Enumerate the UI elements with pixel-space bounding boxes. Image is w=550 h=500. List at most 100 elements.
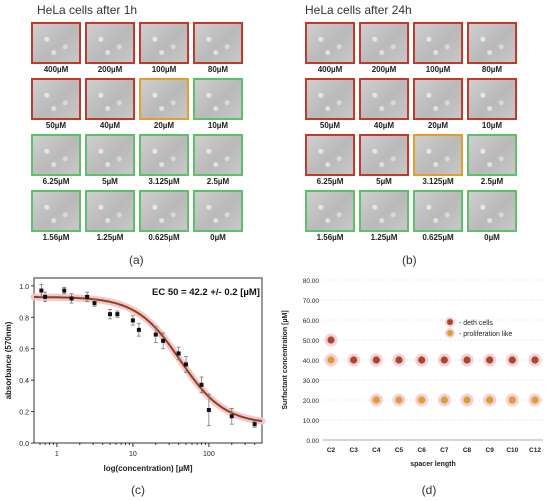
data-point xyxy=(85,294,90,299)
concentration-caption: 6.25µM xyxy=(42,177,70,186)
micrograph-image xyxy=(139,78,189,120)
micrograph-image xyxy=(467,22,517,64)
micrograph-image xyxy=(413,134,463,176)
concentration-caption: 40µM xyxy=(99,121,121,130)
data-point xyxy=(463,356,471,364)
data-point xyxy=(327,336,335,344)
micrograph-cell: 0.625µM xyxy=(413,190,463,244)
micrograph-image xyxy=(305,22,355,64)
surfactant-concentration-chart: 0.00 10.00 20.00 30.00 40.00 50.00 60.00 70.00 8… xyxy=(282,278,543,497)
data-point xyxy=(130,318,135,323)
concentration-caption: 2.5µM xyxy=(206,177,230,186)
x-tick-label: 1 xyxy=(55,451,59,458)
y-tick-label: 70.00 xyxy=(303,298,320,305)
micrograph-image xyxy=(467,190,517,232)
concentration-caption: 2.5µM xyxy=(480,177,504,186)
micrograph-image xyxy=(31,134,81,176)
y-tick-label: 1.0 xyxy=(19,284,29,291)
concentration-caption: 3.125µM xyxy=(422,177,454,186)
fit-curve-band xyxy=(30,293,266,425)
micrograph-cell: 40µM xyxy=(359,78,409,132)
data-point xyxy=(136,327,141,332)
data-point xyxy=(199,382,204,387)
micrograph-image xyxy=(85,134,135,176)
x-tick-label: C6 xyxy=(418,447,427,454)
concentration-caption: 20µM xyxy=(427,121,449,130)
micrograph-cell: 2.5µM xyxy=(467,134,517,188)
micrograph-image xyxy=(359,134,409,176)
micrograph-cell: 200µM xyxy=(359,22,409,76)
micrograph-cell: 20µM xyxy=(139,78,189,132)
concentration-caption: 6.25µM xyxy=(316,177,344,186)
data-point xyxy=(252,422,257,427)
concentration-caption: 10µM xyxy=(481,121,503,130)
x-axis-label: spacer length xyxy=(410,461,456,468)
micrograph-image xyxy=(467,134,517,176)
data-point xyxy=(508,396,516,404)
concentration-caption: 100µM xyxy=(151,65,177,74)
micrograph-image xyxy=(305,78,355,120)
panel-a-thumbnail-grid: 400µM 200µM 100µM 80µM 50µM 40µM 20µM 10µM 6.25µ… xyxy=(31,22,243,244)
y-tick-label: 0.8 xyxy=(19,315,29,322)
micrograph-cell: 80µM xyxy=(467,22,517,76)
x-tick-label: 10 xyxy=(129,451,137,458)
micrograph-image xyxy=(31,190,81,232)
x-tick-label: C3 xyxy=(350,447,359,454)
concentration-caption: 1.25µM xyxy=(96,233,124,242)
concentration-caption: 100µM xyxy=(425,65,451,74)
concentration-caption: 3.125µM xyxy=(148,177,180,186)
x-tick-label: 100 xyxy=(203,451,215,458)
concentration-caption: 1.25µM xyxy=(370,233,398,242)
y-tick-label: 0.0 xyxy=(19,441,29,448)
data-point xyxy=(372,396,380,404)
data-point xyxy=(395,356,403,364)
y-tick-label: 30.00 xyxy=(303,378,320,385)
micrograph-cell: 10µM xyxy=(193,78,243,132)
y-tick-label: 40.00 xyxy=(303,358,320,365)
micrograph-cell: 40µM xyxy=(85,78,135,132)
micrograph-image xyxy=(139,190,189,232)
concentration-caption: 0.625µM xyxy=(422,233,454,242)
y-tick-label: 0.4 xyxy=(19,378,29,385)
panel-a-title: HeLa cells after 1h xyxy=(37,3,138,17)
data-point xyxy=(184,362,188,367)
micrograph-image xyxy=(85,22,135,64)
micrograph-cell: 1.56µM xyxy=(31,190,81,244)
concentration-caption: 40µM xyxy=(373,121,395,130)
legend-marker xyxy=(447,330,453,336)
concentration-caption: 400µM xyxy=(317,65,343,74)
plot-frame xyxy=(33,277,263,444)
x-tick-label: C5 xyxy=(395,447,404,454)
micrograph-cell: 1.25µM xyxy=(85,190,135,244)
micrograph-image xyxy=(139,22,189,64)
legend-entry: - proliferation like xyxy=(459,331,512,338)
data-point xyxy=(531,396,539,404)
legend-entry: - deth cells xyxy=(459,320,493,327)
data-point xyxy=(418,396,426,404)
micrograph-cell: 1.56µM xyxy=(305,190,355,244)
micrograph-image xyxy=(85,78,135,120)
y-tick-label: 20.00 xyxy=(303,398,320,405)
micrograph-cell: 50µM xyxy=(305,78,355,132)
data-point xyxy=(372,356,380,364)
concentration-caption: 0.625µM xyxy=(148,233,180,242)
legend-marker xyxy=(447,319,453,325)
fit-curve xyxy=(34,296,263,423)
concentration-caption: 1.56µM xyxy=(42,233,70,242)
concentration-caption: 5µM xyxy=(376,177,392,186)
x-tick-label: C10 xyxy=(506,447,518,454)
data-point xyxy=(229,414,234,419)
y-tick-label: 10.00 xyxy=(303,418,320,425)
micrograph-image xyxy=(305,134,355,176)
data-point xyxy=(43,294,48,299)
x-tick-label: C4 xyxy=(372,447,381,454)
data-point xyxy=(39,288,44,293)
micrograph-cell: 100µM xyxy=(139,22,189,76)
micrograph-cell: 5µM xyxy=(85,134,135,188)
micrograph-cell: 50µM xyxy=(31,78,81,132)
y-tick-label: 0.00 xyxy=(306,438,319,445)
data-point xyxy=(161,338,166,343)
data-point xyxy=(350,356,358,364)
data-point xyxy=(463,396,471,404)
data-point xyxy=(508,356,516,364)
